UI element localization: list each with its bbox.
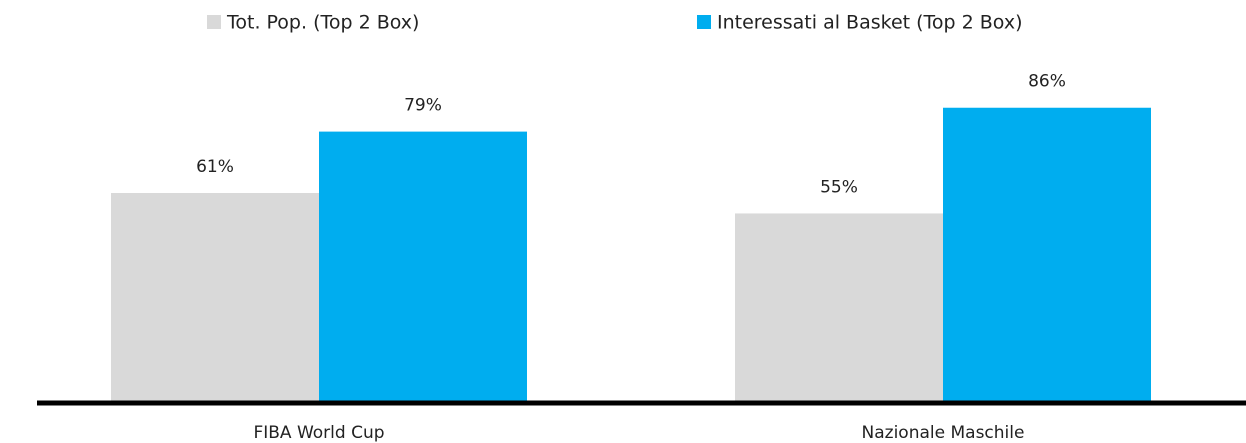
legend-swatch xyxy=(697,15,711,29)
legend-swatch xyxy=(207,15,221,29)
legend-label: Tot. Pop. (Top 2 Box) xyxy=(226,12,419,34)
bar xyxy=(111,192,319,401)
x-tick-label: Nazionale Maschile xyxy=(862,423,1025,443)
value-label: 55% xyxy=(820,177,858,197)
value-label: 79% xyxy=(404,96,442,116)
bar xyxy=(319,131,527,402)
legend-label: Interessati al Basket (Top 2 Box) xyxy=(717,12,1023,34)
value-label: 61% xyxy=(196,157,234,177)
bar xyxy=(735,213,943,401)
value-label: 86% xyxy=(1028,72,1066,92)
bar xyxy=(943,107,1151,402)
x-tick-label: FIBA World Cup xyxy=(253,423,384,443)
